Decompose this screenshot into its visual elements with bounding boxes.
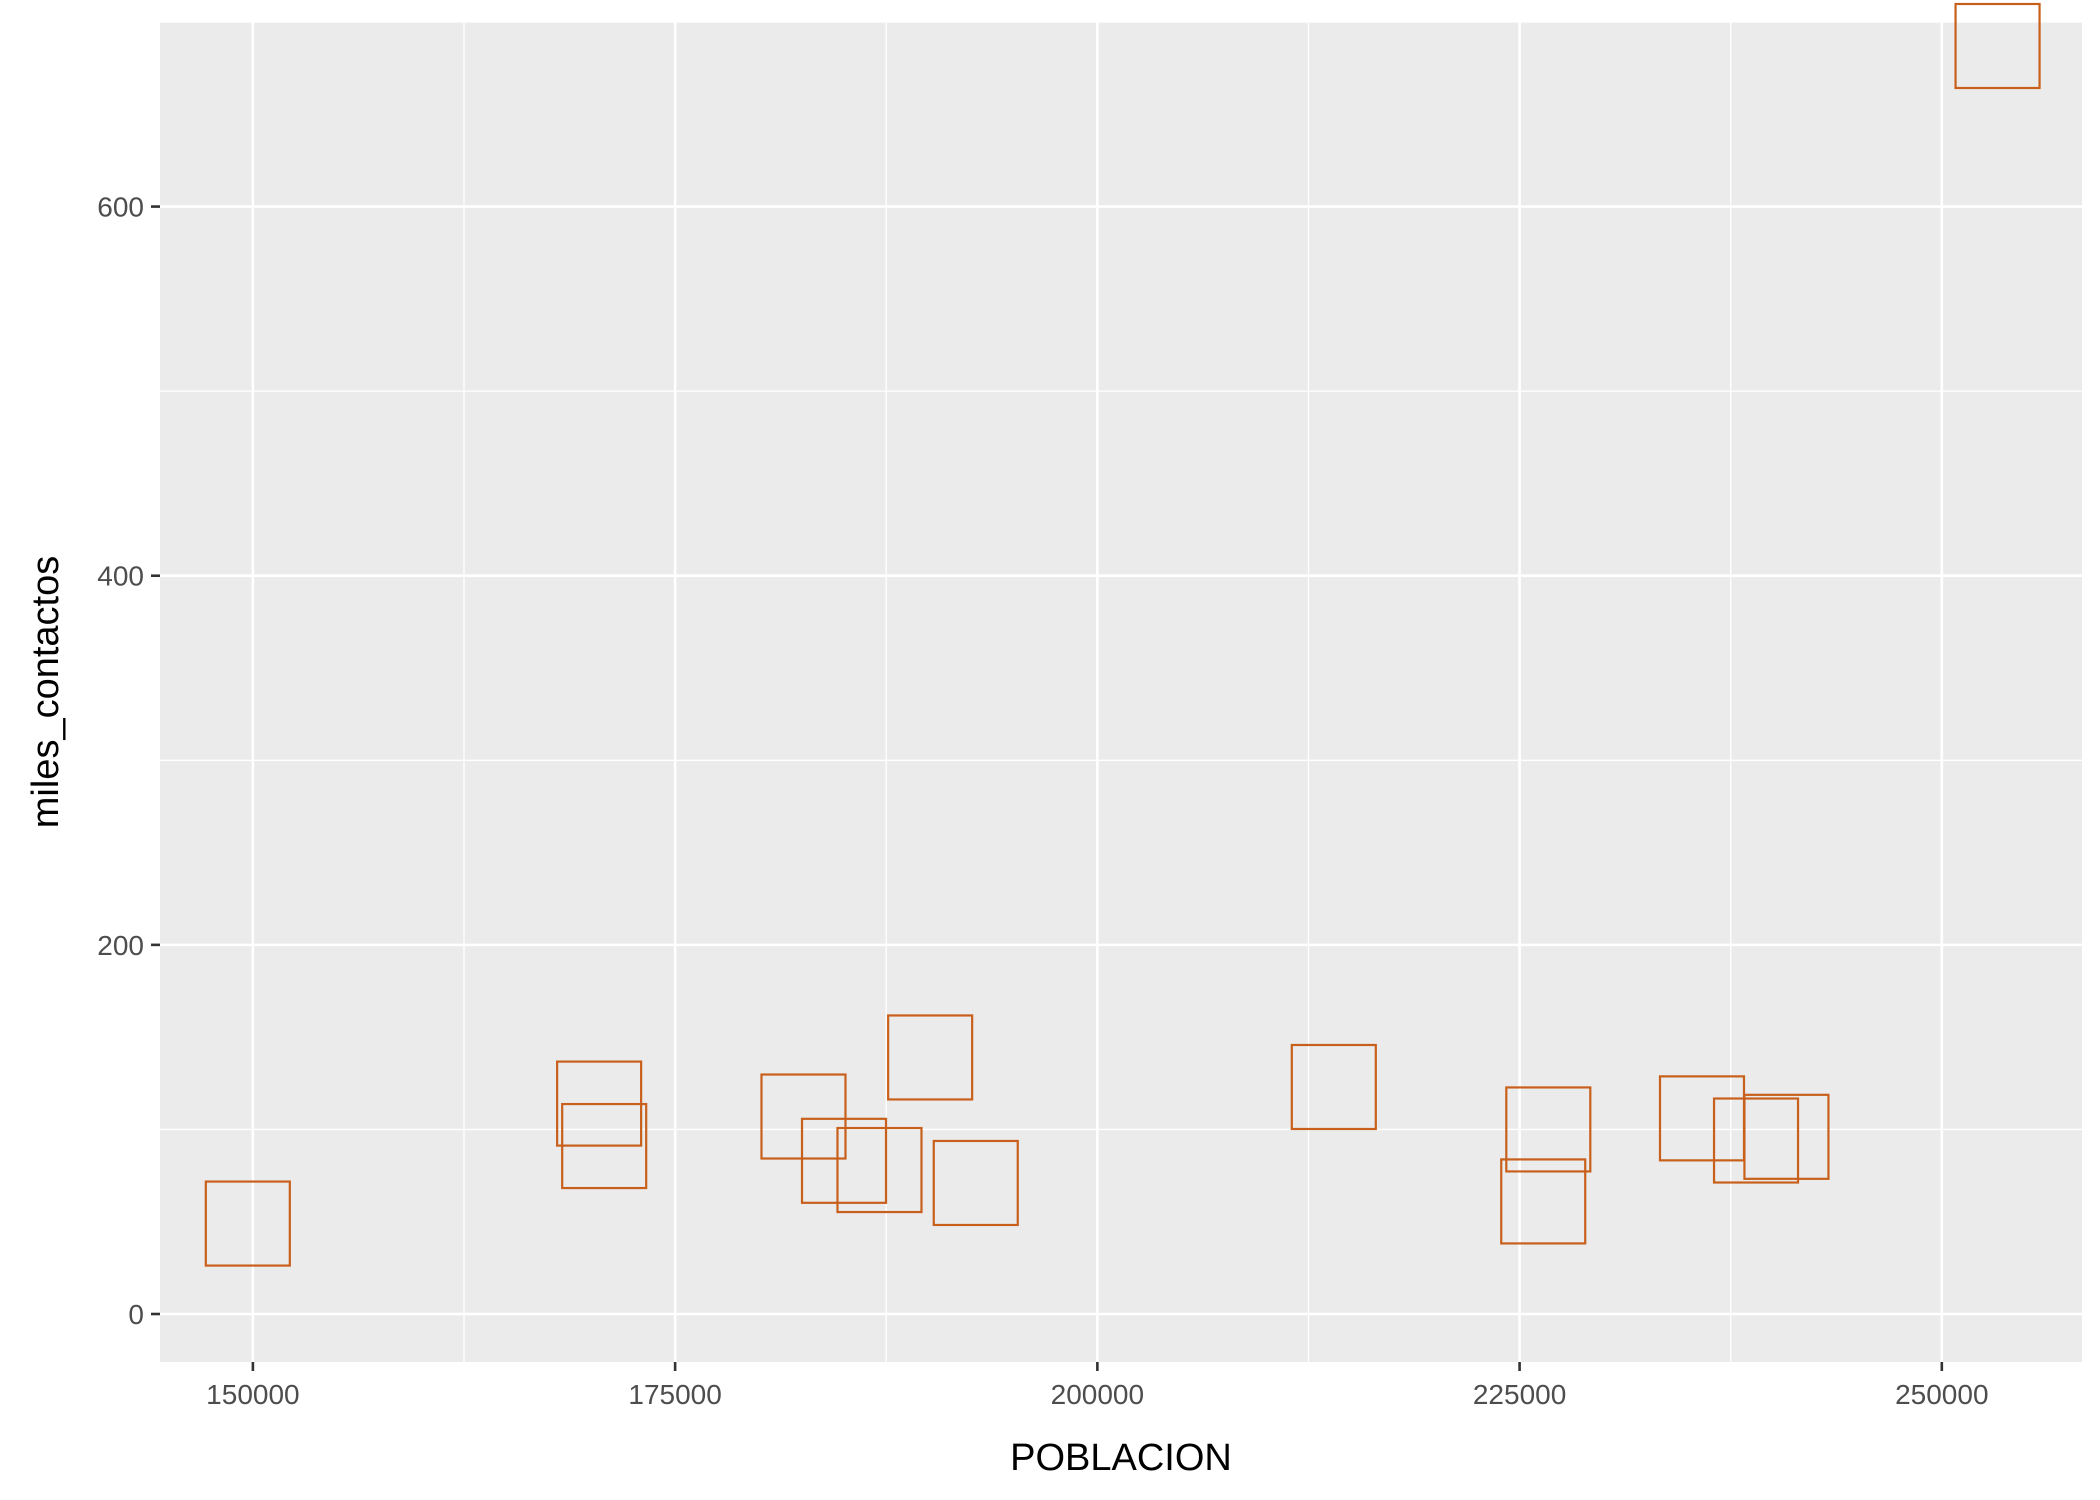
data-points (204, 2, 2041, 1267)
y-axis: 0 200 400 600 (97, 192, 160, 1330)
y-tick-label: 200 (97, 930, 144, 961)
y-tick-label: 0 (128, 1299, 144, 1330)
major-gridlines (160, 22, 2082, 1362)
x-tick-label: 200000 (1051, 1379, 1144, 1410)
data-point (800, 1117, 888, 1204)
data-point (1712, 1097, 1800, 1184)
x-tick-label: 225000 (1473, 1379, 1566, 1410)
y-tick-label: 600 (97, 192, 144, 223)
x-tick-label: 250000 (1895, 1379, 1988, 1410)
minor-gridlines (160, 21, 2082, 1362)
y-tick-label: 400 (97, 561, 144, 592)
data-point (760, 1073, 847, 1160)
data-point (204, 1180, 291, 1267)
x-tick-label: 175000 (628, 1379, 721, 1410)
data-point (1290, 1043, 1377, 1131)
data-point (561, 1102, 648, 1190)
data-point (836, 1126, 923, 1214)
x-axis-title: POBLACION (1010, 1437, 1232, 1479)
x-axis: 150000 175000 200000 225000 250000 (206, 1362, 1989, 1410)
x-tick-label: 150000 (206, 1379, 299, 1410)
data-point (1743, 1093, 1830, 1180)
data-point (1500, 1158, 1587, 1245)
data-point (932, 1139, 1019, 1227)
data-point (1505, 1086, 1592, 1173)
plot-panel (160, 22, 2082, 1362)
data-point (1954, 2, 2041, 90)
data-point (887, 1014, 974, 1101)
y-axis-title: miles_contactos (25, 556, 67, 828)
